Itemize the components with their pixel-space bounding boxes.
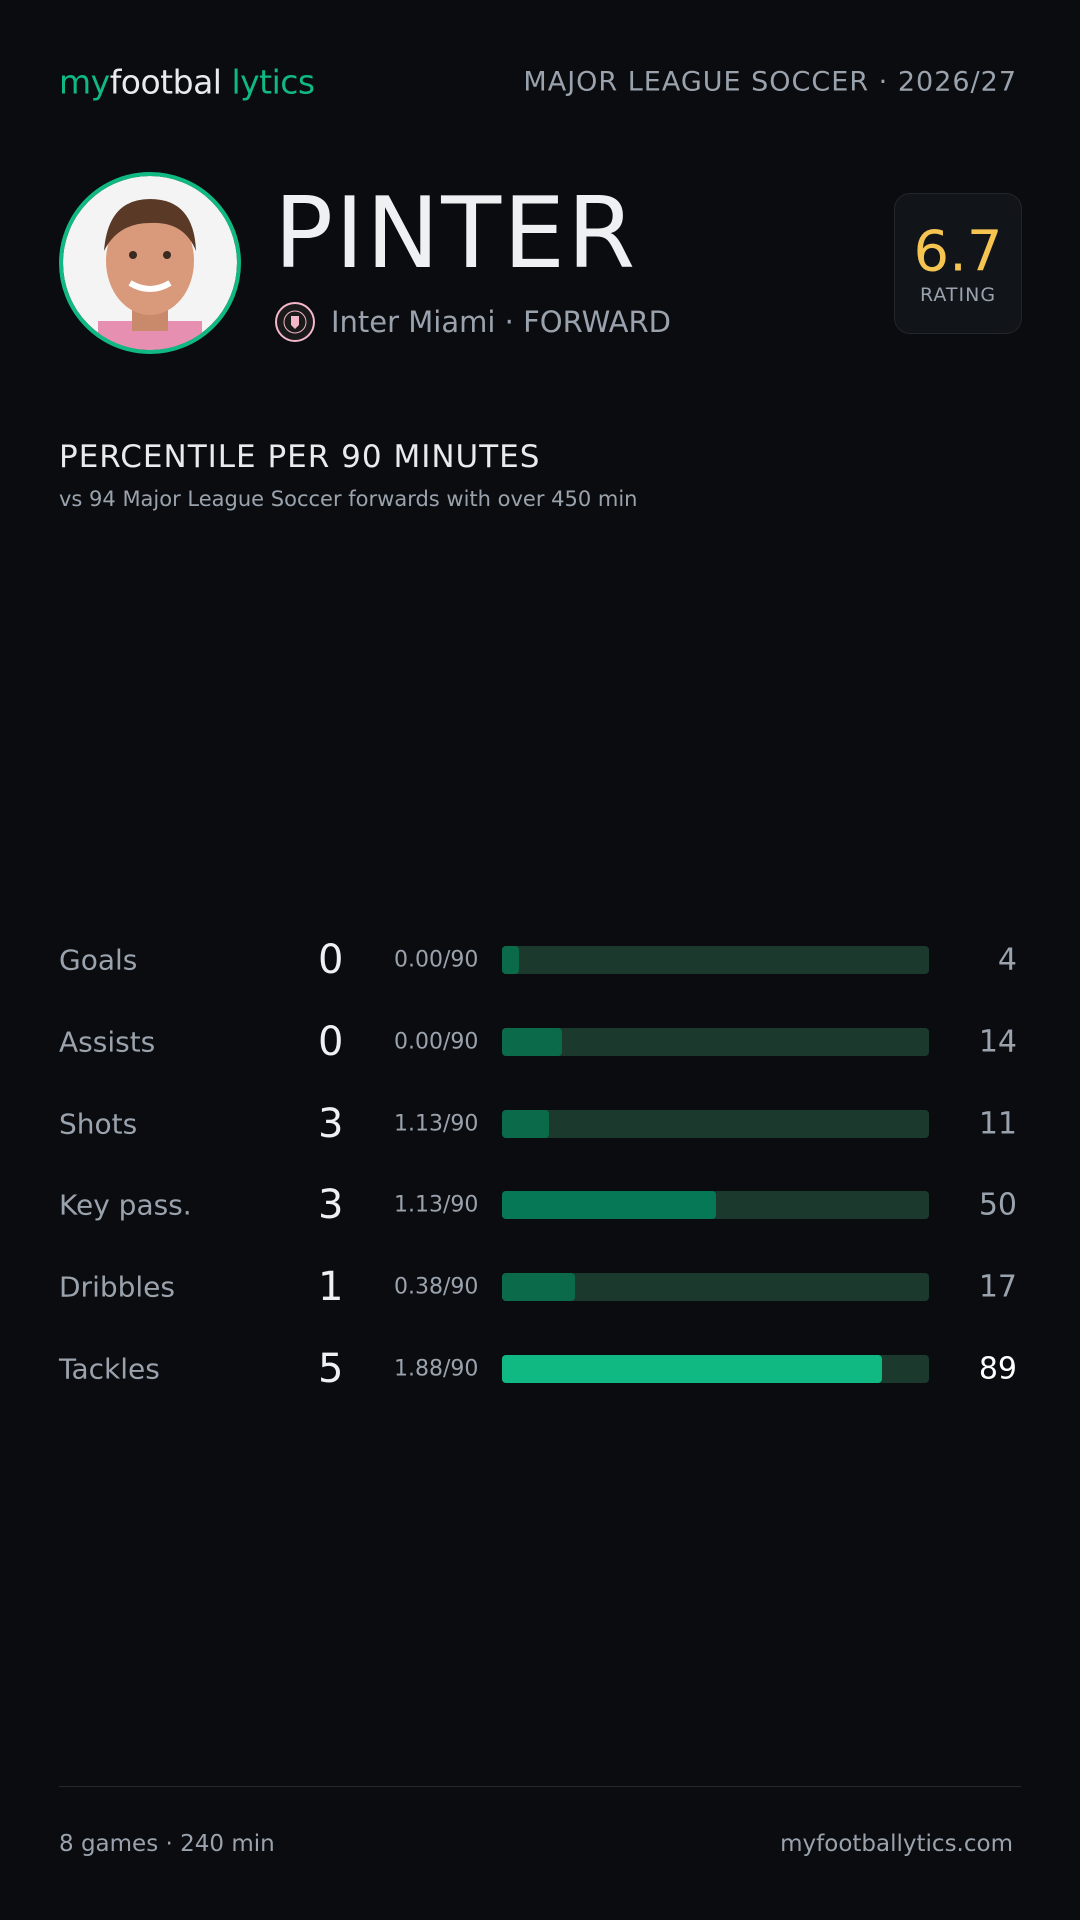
bar-track: [502, 1191, 929, 1220]
rating-label: RATING: [919, 284, 997, 306]
percentile-bar: [502, 1027, 562, 1056]
percentile-value: 11: [978, 1106, 1017, 1142]
percentile-value: 17: [978, 1269, 1017, 1305]
stat-per90: 1.13/90: [394, 1192, 479, 1218]
percentile-bar: [502, 946, 520, 974]
stat-label: Goals: [59, 943, 138, 977]
stat-label: Dribbles: [59, 1270, 175, 1304]
stat-label: Tackles: [59, 1352, 160, 1386]
divider: [59, 1786, 1021, 1787]
logo: myfootbal lytics: [59, 63, 315, 102]
logo-part: my: [59, 62, 110, 102]
bar-track: [502, 1273, 929, 1302]
percentile-bar: [502, 1191, 716, 1220]
percentile-value: 50: [978, 1187, 1017, 1223]
bar-track: [502, 1027, 929, 1056]
player-subtitle: Inter Miami · FORWARD: [331, 305, 671, 339]
percentile-bar: [502, 1273, 575, 1302]
stat-count: 0: [318, 1018, 344, 1065]
percentile-value: 4: [997, 942, 1017, 978]
rating-box: 6.7 RATING: [894, 193, 1022, 334]
stat-per90: 0.38/90: [394, 1274, 479, 1300]
stat-per90: 0.00/90: [394, 1029, 479, 1055]
percentile-bar: [502, 1109, 549, 1138]
stat-count: 3: [318, 1100, 344, 1147]
stat-count: 0: [318, 937, 344, 983]
footer-stats: 8 games · 240 min: [59, 1831, 275, 1857]
bar-track: [502, 1109, 929, 1138]
stat-count: 1: [318, 1264, 344, 1311]
stat-per90: 1.88/90: [394, 1356, 479, 1382]
avatar: [59, 172, 241, 354]
section-subtitle: vs 94 Major League Soccer forwards with …: [59, 487, 638, 511]
percentile-value: 89: [978, 1351, 1017, 1387]
section-title: PERCENTILE PER 90 MINUTES: [59, 439, 541, 475]
stat-label: Key pass.: [59, 1188, 192, 1222]
stat-label: Assists: [59, 1025, 156, 1059]
logo-part: footbal: [109, 62, 222, 102]
club-badge: [275, 302, 315, 342]
footer-site: myfootballytics.com: [780, 1831, 1013, 1857]
percentile-bar: [502, 1355, 883, 1383]
stat-per90: 0.00/90: [394, 947, 479, 973]
logo-part: lytics: [231, 62, 315, 102]
stat-per90: 1.13/90: [394, 1111, 479, 1137]
player-name: PINTER: [274, 177, 638, 291]
league: MAJOR LEAGUE SOCCER · 2026/27: [523, 66, 1017, 98]
bar-track: [502, 1355, 929, 1383]
bar-track: [502, 946, 929, 974]
stat-label: Shots: [59, 1107, 138, 1141]
rating: 6.7: [913, 219, 1003, 285]
stat-count: 5: [318, 1346, 344, 1392]
percentile-value: 14: [978, 1024, 1017, 1060]
stat-count: 3: [318, 1182, 344, 1229]
